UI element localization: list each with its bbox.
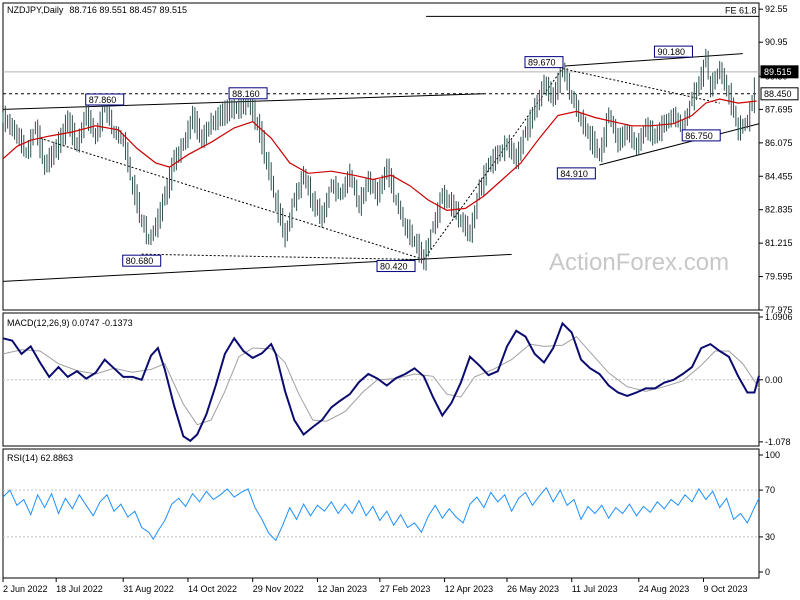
price-ytick-label: 82.835 bbox=[765, 205, 793, 215]
price-annotation-label: 87.860 bbox=[89, 95, 117, 105]
trend-line bbox=[599, 123, 760, 166]
price-layer: FE 61.8 87.860 88.160 80.680 80.420 89.670 90.… bbox=[2, 5, 760, 282]
xtick-label: 31 Aug 2022 bbox=[123, 584, 174, 594]
sma-line bbox=[2, 98, 757, 212]
price-ytick-label: 77.975 bbox=[765, 305, 793, 315]
price-annotation-box bbox=[122, 254, 162, 267]
xtick-label: 11 Jul 2023 bbox=[572, 584, 618, 594]
rsi-panel-title: RSI(14) 62.8863 bbox=[7, 453, 73, 463]
macd-layer bbox=[2, 321, 760, 443]
xtick-label: 18 Jul 2022 bbox=[56, 584, 103, 594]
price-annotation-label: 88.160 bbox=[232, 89, 260, 99]
price-annotation-label: 86.750 bbox=[685, 131, 713, 141]
macd-line bbox=[2, 321, 760, 443]
level-tag-label: 88.450 bbox=[764, 89, 792, 99]
ohlc-label: 88.716 89.551 88.457 89.515 bbox=[69, 5, 187, 15]
price-annotation-box bbox=[556, 167, 596, 180]
trend-line bbox=[562, 68, 720, 104]
rsi-ytick-label: 0 bbox=[765, 567, 770, 577]
macd-ytick-label: -1.078 bbox=[765, 437, 791, 447]
rsi-line bbox=[2, 486, 760, 542]
xtick-label: 12 Jan 2023 bbox=[317, 584, 367, 594]
macd-ytick-label: 0.00 bbox=[765, 375, 783, 385]
level-tag-label: 89.515 bbox=[764, 67, 792, 77]
price-annotation-box bbox=[653, 45, 693, 58]
rsi-ytick-label: 70 bbox=[765, 485, 775, 495]
price-ytick-label: 81.215 bbox=[765, 238, 793, 248]
price-annotation-box bbox=[228, 87, 268, 100]
price-ytick-label: 84.455 bbox=[765, 171, 793, 181]
watermark: ActionForex.com bbox=[549, 249, 729, 276]
rsi-ytick-label: 30 bbox=[765, 532, 775, 542]
xtick-label: 24 Aug 2023 bbox=[639, 584, 690, 594]
price-ytick-label: 86.075 bbox=[765, 138, 793, 148]
price-annotation-label: 90.180 bbox=[657, 47, 685, 57]
price-annotation-box bbox=[376, 260, 416, 273]
price-ytick-label: 90.95 bbox=[765, 37, 788, 47]
trend-line bbox=[2, 253, 512, 282]
trend-line bbox=[39, 137, 424, 261]
price-annotation-label: 89.670 bbox=[528, 58, 556, 68]
symbol-label: NZDJPY,Daily bbox=[7, 5, 64, 15]
xtick-label: 27 Feb 2023 bbox=[380, 584, 431, 594]
macd-ytick-label: 1.0906 bbox=[765, 312, 793, 322]
xtick-label: 9 Oct 2023 bbox=[704, 584, 748, 594]
price-annotation-box bbox=[85, 93, 125, 106]
macd-panel-title: MACD(12,26,9) 0.0747 -0.1373 bbox=[7, 318, 133, 328]
xtick-label: 14 Oct 2022 bbox=[188, 584, 237, 594]
price-annotation-box bbox=[681, 129, 721, 142]
rsi-layer bbox=[2, 486, 760, 542]
price-panel-title: NZDJPY,Daily 88.716 89.551 88.457 89.515 bbox=[7, 5, 187, 15]
xtick-label: 2 Jun 2022 bbox=[3, 584, 48, 594]
price-ytick-label: 87.695 bbox=[765, 104, 793, 114]
trend-line bbox=[564, 53, 743, 67]
xtick-label: 26 May 2023 bbox=[507, 584, 559, 594]
price-ytick-label: 92.55 bbox=[765, 4, 788, 14]
price-annotation-label: 84.910 bbox=[560, 169, 588, 179]
price-annotation-label: 80.420 bbox=[380, 262, 408, 272]
price-annotation-box bbox=[524, 56, 564, 69]
price-annotation-label: 80.680 bbox=[126, 256, 154, 266]
level-label: FE 61.8 bbox=[725, 5, 757, 15]
price-ytick-label: 79.595 bbox=[765, 272, 793, 282]
level-tag bbox=[760, 87, 799, 101]
xtick-label: 12 Apr 2023 bbox=[445, 584, 494, 594]
rsi-panel-frame bbox=[2, 448, 760, 579]
rsi-ytick-label: 100 bbox=[765, 450, 780, 460]
level-tag bbox=[760, 65, 799, 79]
axis-layer: 92.5590.9589.3087.69586.07584.45582.8358… bbox=[2, 4, 799, 594]
xtick-label: 29 Nov 2022 bbox=[253, 584, 304, 594]
